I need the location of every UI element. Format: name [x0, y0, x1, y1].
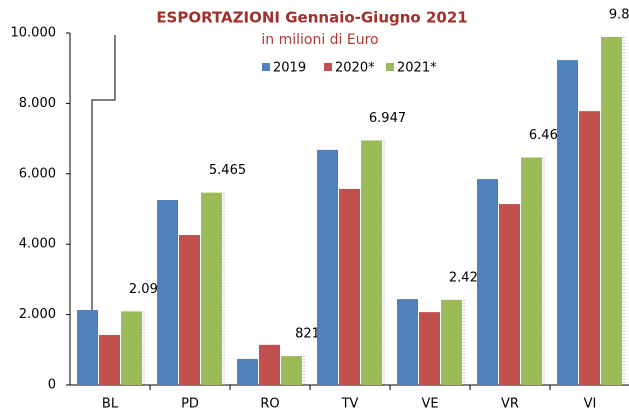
legend-swatch — [386, 63, 394, 71]
bar — [157, 199, 178, 385]
bar — [237, 358, 258, 385]
data-label: 821 — [295, 327, 320, 342]
bar — [579, 111, 600, 386]
bar — [201, 192, 222, 385]
y-tick-label: 4.000 — [19, 237, 56, 252]
legend-swatch — [262, 63, 270, 71]
data-label: 2.420 — [449, 270, 486, 285]
bar — [419, 312, 440, 385]
bar — [521, 157, 542, 385]
data-label: 6.947 — [369, 111, 406, 126]
chart-title: ESPORTAZIONI Gennaio-Giugno 2021 — [156, 9, 467, 27]
x-tick-label: PD — [181, 397, 199, 409]
bar — [361, 140, 382, 385]
legend-swatch — [324, 63, 332, 71]
bar — [397, 299, 418, 385]
x-tick-label: BL — [102, 397, 119, 409]
legend-label: 2019 — [273, 61, 306, 76]
bar — [99, 335, 120, 385]
bar — [339, 188, 360, 385]
bar — [281, 356, 302, 385]
x-tick-label: VE — [421, 397, 438, 409]
bar — [557, 60, 578, 385]
chart-subtitle: in milioni di Euro — [261, 32, 378, 48]
x-tick-label: TV — [341, 397, 359, 409]
y-tick-label: 8.000 — [19, 96, 56, 111]
y-tick-label: 0 — [48, 378, 56, 393]
bar — [77, 310, 98, 385]
bar — [499, 204, 520, 385]
x-tick-label: VI — [584, 397, 597, 409]
data-label: 2.092 — [129, 282, 166, 297]
bar — [259, 344, 280, 385]
y-tick-label: 2.000 — [19, 307, 56, 322]
bar — [179, 235, 200, 385]
x-tick-label: VR — [501, 397, 519, 409]
bar — [441, 299, 462, 385]
bar — [317, 149, 338, 385]
y-tick-label: 6.000 — [19, 166, 56, 181]
bar — [121, 311, 142, 385]
bar — [477, 179, 498, 385]
data-label: 5.465 — [209, 163, 246, 178]
x-tick-label: RO — [260, 397, 279, 409]
bar — [601, 36, 622, 385]
y-tick-label: 10.000 — [11, 26, 57, 41]
legend-label: 2021* — [397, 61, 437, 76]
legend-label: 2020* — [335, 61, 375, 76]
data-label: 6.463 — [529, 128, 566, 143]
data-label: 9.888 — [609, 7, 629, 22]
bracket-line — [91, 35, 116, 385]
